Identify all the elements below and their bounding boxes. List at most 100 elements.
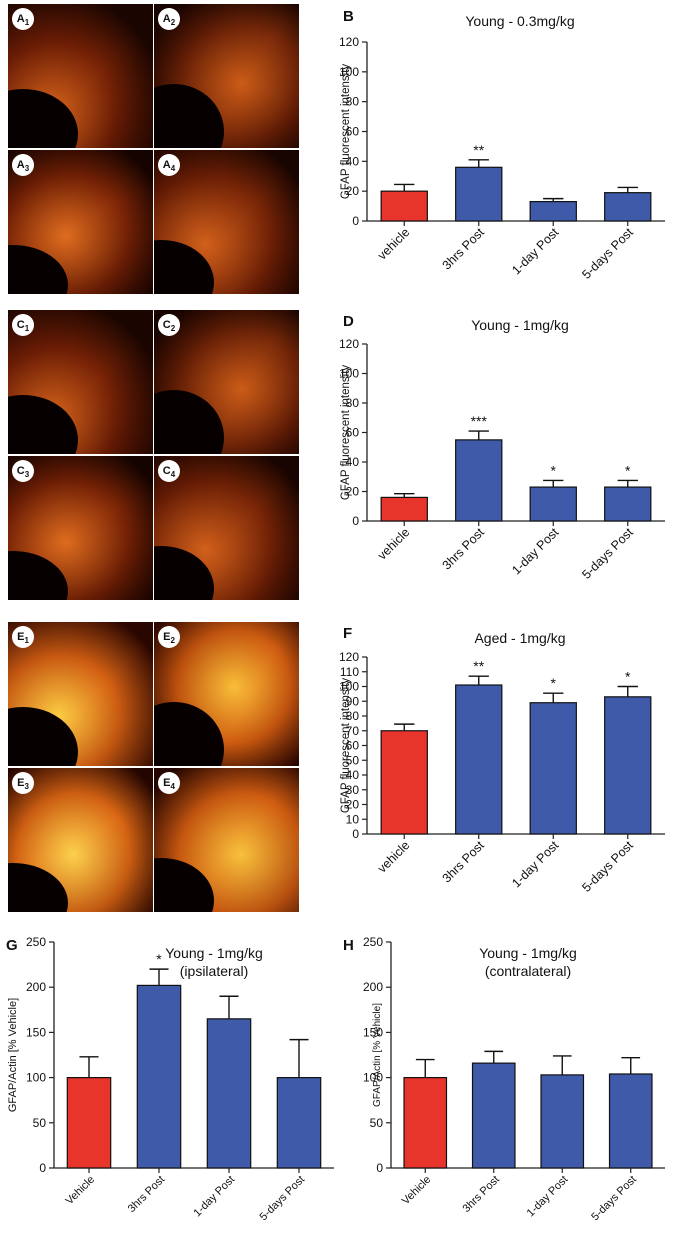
chart-b: Young - 0.3mg/kg GFAP fluorescent intensi… (339, 13, 665, 282)
chart-title: Aged - 1mg/kg (474, 630, 565, 646)
bar-1-day-post (529, 486, 577, 522)
x-tick-label: vehicle (375, 838, 412, 875)
micrograph-tile-label: C1 (12, 314, 34, 336)
bar-3hrs-post (471, 1062, 516, 1169)
significance-marker: *** (471, 413, 488, 429)
chart-title: Young - 1mg/kg (471, 317, 569, 333)
y-tick-label: 20 (346, 184, 360, 198)
micrograph-tile-label: C3 (12, 460, 34, 482)
micrograph-tile-label: A3 (12, 154, 34, 176)
micrograph-tile-label: E2 (158, 626, 180, 648)
x-tick-label: 3hrs Post (440, 225, 488, 273)
micrograph-tile: C4 (154, 456, 299, 600)
x-tick-label: 1-day Post (509, 225, 562, 278)
bar-5-days-post (604, 192, 652, 222)
bar-vehicle (380, 730, 428, 835)
y-tick-label: 100 (26, 1071, 46, 1085)
y-axis-label: GFAP/Actin [% Vehicle] (372, 1003, 383, 1107)
y-tick-label: 0 (376, 1161, 383, 1175)
micrograph-tile: A2 (154, 4, 299, 148)
bar-3hrs-post (455, 166, 503, 222)
micrograph-tile: E4 (154, 768, 299, 912)
y-tick-label: 70 (346, 724, 360, 738)
y-tick-label: 50 (33, 1116, 47, 1130)
micrograph-tile-label: A2 (158, 8, 180, 30)
x-tick-label: 5-days Post (579, 838, 636, 895)
y-tick-label: 100 (339, 367, 359, 381)
significance-marker: * (156, 951, 162, 967)
y-tick-label: 60 (346, 125, 360, 139)
chart-title: Young - 1mg/kg (165, 945, 263, 961)
bar-1-day-post (529, 702, 577, 835)
y-tick-label: 80 (346, 709, 360, 723)
bar-1-day-post (206, 1018, 252, 1169)
y-tick-label: 110 (340, 665, 359, 679)
y-tick-label: 0 (352, 514, 359, 528)
x-tick-label: 5-days Post (579, 225, 636, 282)
y-tick-label: 60 (346, 739, 360, 753)
y-tick-label: 100 (339, 65, 359, 79)
panel-label-b: B (343, 8, 354, 25)
y-tick-label: 40 (346, 768, 360, 782)
bar-3hrs-post (455, 439, 503, 522)
y-tick-label: 100 (339, 680, 359, 694)
x-tick-label: vehicle (375, 525, 412, 562)
micrograph-tile: C1 (8, 310, 153, 454)
y-tick-label: 30 (346, 783, 360, 797)
micrograph-tile: A1 (8, 4, 153, 148)
y-tick-label: 150 (363, 1025, 383, 1039)
micrograph-tile-label: C2 (158, 314, 180, 336)
chart-d: Young - 1mg/kg GFAP fluorescent intensity… (339, 317, 665, 582)
y-tick-label: 60 (346, 426, 360, 440)
significance-marker: * (625, 669, 631, 685)
y-tick-label: 50 (346, 753, 360, 767)
y-tick-label: 20 (346, 798, 360, 812)
bar-vehicle (66, 1076, 112, 1169)
bar-5-days-post (604, 696, 652, 835)
x-tick-label: 3hrs Post (461, 1174, 502, 1215)
y-tick-label: 200 (363, 980, 383, 994)
micrograph-tile-label: C4 (158, 460, 180, 482)
bar-5-days-post (276, 1076, 322, 1169)
micrograph-tile-label: E4 (158, 772, 180, 794)
y-tick-label: 90 (346, 694, 360, 708)
bar-vehicle (380, 190, 428, 222)
x-tick-label: 1-day Post (509, 525, 562, 578)
x-tick-label: vehicle (375, 225, 412, 262)
micrograph-tile-label: A1 (12, 8, 34, 30)
micrograph-tile: A3 (8, 150, 153, 294)
y-tick-label: 120 (339, 337, 359, 351)
bar-1-day-post (529, 201, 577, 222)
y-tick-label: 200 (26, 980, 46, 994)
y-tick-label: 80 (346, 95, 360, 109)
y-tick-label: 120 (339, 650, 359, 664)
y-tick-label: 40 (346, 154, 360, 168)
x-tick-label: 1-day Post (509, 838, 562, 891)
y-tick-label: 120 (339, 35, 359, 49)
panel-label-g: G (6, 937, 18, 954)
significance-marker: * (625, 462, 631, 478)
bar-1-day-post (540, 1074, 585, 1169)
significance-marker: * (551, 462, 557, 478)
panel-label-f: F (343, 625, 353, 642)
micrograph-tile-label: E3 (12, 772, 34, 794)
panel-label-h: H (343, 937, 354, 954)
significance-marker: ** (473, 142, 484, 158)
y-tick-label: 0 (352, 214, 359, 228)
chart-f: Aged - 1mg/kg GFAP fluorescent intensity 0… (339, 630, 665, 895)
x-tick-label: 5-days Post (579, 525, 636, 582)
y-tick-label: 50 (370, 1116, 384, 1130)
bar-3hrs-post (455, 684, 503, 835)
x-tick-label: 5-days Post (258, 1174, 308, 1224)
x-tick-label: Vehicle (64, 1174, 98, 1208)
y-tick-label: 0 (352, 827, 359, 841)
bar-3hrs-post (136, 984, 182, 1169)
y-tick-label: 250 (26, 935, 46, 949)
x-tick-label: 3hrs Post (126, 1174, 167, 1215)
micrograph-tile: C3 (8, 456, 153, 600)
y-axis-label: GFAP fluorescent intensity (340, 365, 352, 501)
bar-5-days-post (608, 1073, 653, 1169)
y-tick-label: 100 (363, 1071, 383, 1085)
bar-vehicle (403, 1076, 448, 1169)
